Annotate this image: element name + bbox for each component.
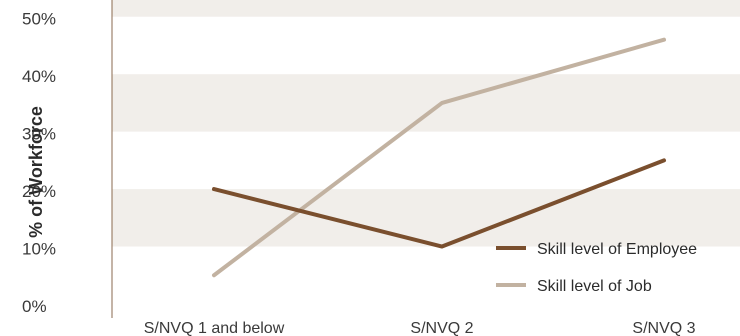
x-tick-labels: S/NVQ 1 and below S/NVQ 2 S/NVQ 3 xyxy=(144,320,696,336)
legend: Skill level of Employee Skill level of J… xyxy=(496,241,697,295)
x-tick-label: S/NVQ 1 and below xyxy=(144,320,285,336)
background-band xyxy=(112,0,740,17)
y-axis-label: % of Workforce xyxy=(26,106,46,238)
legend-label-job: Skill level of Job xyxy=(537,278,652,295)
y-tick-label: 50% xyxy=(22,10,56,29)
y-tick-label: 40% xyxy=(22,67,56,86)
x-tick-label: S/NVQ 2 xyxy=(410,320,473,336)
legend-label-employee: Skill level of Employee xyxy=(537,241,697,258)
series-line-job xyxy=(212,37,666,278)
series-line-employee xyxy=(212,158,666,249)
y-tick-label: 0% xyxy=(22,297,47,316)
series-lines xyxy=(212,37,666,278)
y-tick-label: 30% xyxy=(22,125,56,144)
y-tick-labels: 0% 10% 20% 30% 40% 50% xyxy=(22,10,56,316)
background-bands xyxy=(112,0,740,247)
x-tick-label: S/NVQ 3 xyxy=(632,320,695,336)
y-tick-label: 10% xyxy=(22,240,56,259)
background-band xyxy=(112,189,740,247)
background-band xyxy=(112,74,740,132)
y-tick-label: 20% xyxy=(22,182,56,201)
